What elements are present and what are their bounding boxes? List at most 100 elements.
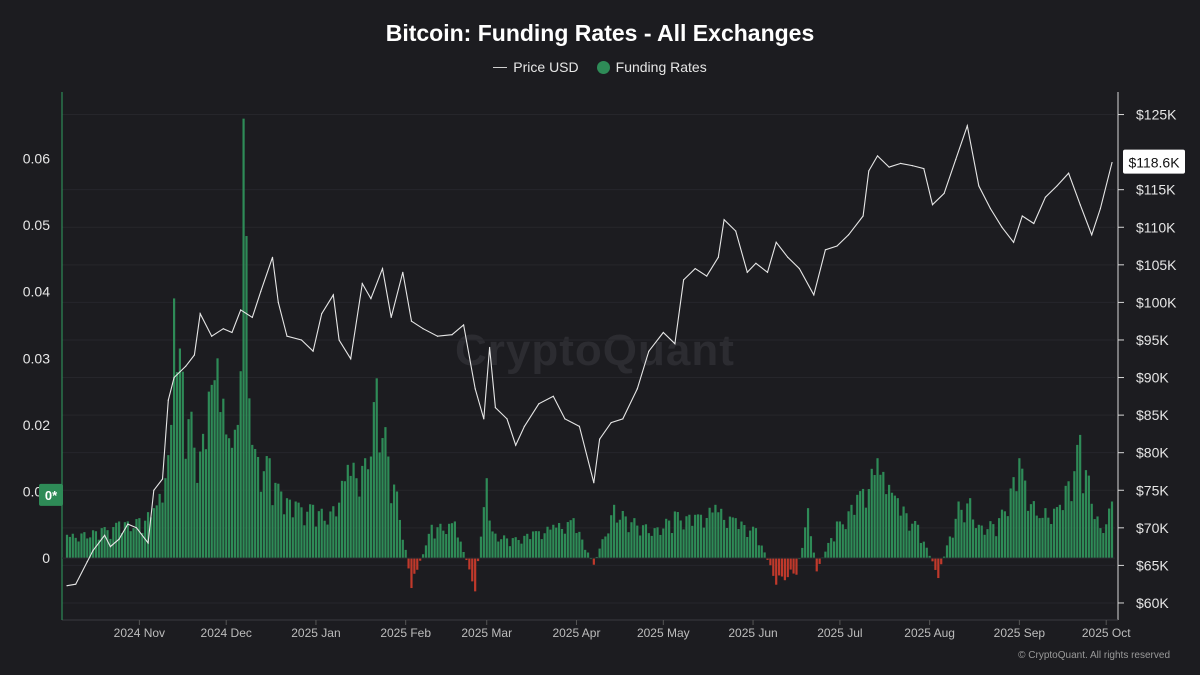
funding-rate-bar [971, 519, 975, 559]
funding-rate-bar [100, 528, 103, 559]
funding-rate-bar [1026, 510, 1030, 559]
funding-rate-bar [416, 558, 419, 570]
funding-rate-bar [230, 447, 234, 559]
price-point [662, 331, 664, 334]
x-tick-label: 2025 Mar [461, 626, 512, 640]
funding-rate-bar [728, 516, 731, 559]
funding-rate-bar [306, 511, 309, 559]
funding-rate-bar [170, 424, 173, 559]
price-point [167, 399, 169, 401]
funding-rate-bar [763, 552, 766, 559]
price-point [1033, 222, 1035, 225]
funding-rate-bar [928, 555, 931, 559]
funding-rate-bar [1070, 501, 1073, 559]
funding-rate-bar [488, 520, 491, 559]
price-point [260, 290, 262, 292]
price-point [1091, 234, 1093, 236]
funding-rate-bar [630, 522, 633, 559]
funding-rate-bar [201, 433, 205, 559]
funding-rate-bar [228, 438, 231, 559]
right-tick-label: $105K [1136, 257, 1177, 273]
funding-rate-bar [526, 533, 529, 559]
price-point [622, 418, 624, 420]
right-tick-label: $110K [1136, 219, 1176, 235]
funding-rate-bar [647, 533, 650, 559]
legend-item-funding[interactable]: Funding Rates [596, 59, 707, 75]
price-point [1044, 196, 1047, 198]
funding-rate-bar [361, 465, 364, 559]
right-tick-label: $85K [1136, 407, 1169, 423]
funding-rate-bar [65, 534, 69, 559]
funding-rate-bar [277, 483, 280, 559]
funding-rate-bar [167, 455, 170, 559]
price-point [862, 215, 864, 217]
funding-rate-bar [1076, 444, 1079, 559]
funding-rate-bar [1038, 518, 1041, 559]
funding-rate-bar [126, 521, 129, 559]
funding-rate-bar [511, 538, 514, 559]
funding-rate-bar [468, 558, 471, 570]
price-point [104, 534, 106, 536]
funding-rate-bar [196, 482, 199, 559]
funding-rate-bar [613, 504, 616, 559]
funding-rate-bar [94, 531, 98, 559]
funding-rate-bar [636, 525, 639, 559]
funding-rate-bar [1110, 501, 1114, 559]
price-point [876, 155, 879, 157]
funding-rate-bar [141, 532, 144, 559]
funding-rate-bar [1108, 508, 1111, 559]
funding-rate-bar [1012, 477, 1015, 559]
funding-rate-bar [540, 539, 543, 559]
funding-rate-bar [398, 519, 401, 559]
funding-rate-bar [604, 536, 607, 559]
price-point [1067, 172, 1070, 174]
funding-rate-bar [833, 541, 836, 559]
funding-rate-bar [931, 558, 934, 562]
funding-rate-bar [835, 521, 839, 559]
funding-rate-bar [326, 524, 329, 559]
funding-rate-bar [598, 548, 601, 559]
funding-rate-bar [578, 531, 581, 559]
funding-rate-bar [572, 518, 575, 559]
price-point [578, 425, 580, 427]
funding-rate-bar [974, 528, 978, 559]
funding-rate-bar [653, 528, 656, 559]
funding-rate-bar [413, 558, 416, 574]
price-point [410, 320, 413, 322]
x-tick-label: 2024 Nov [114, 626, 165, 640]
price-point [300, 339, 303, 341]
x-tick-label: 2025 May [637, 626, 690, 640]
funding-rate-bar [888, 484, 891, 559]
legend-label-funding: Funding Rates [615, 59, 707, 75]
funding-rate-bar [694, 514, 697, 559]
funding-rate-bar [595, 556, 598, 559]
funding-rate-bar [106, 530, 109, 559]
funding-rate-bar [173, 298, 176, 559]
funding-rate-bar [870, 468, 873, 559]
funding-rate-bar [792, 558, 795, 574]
funding-rate-bar [992, 524, 995, 559]
funding-rate-bar [1032, 501, 1035, 559]
funding-rate-bar [531, 531, 535, 559]
legend-item-price[interactable]: Price USD [493, 59, 579, 75]
right-tick-label: $65K [1136, 557, 1169, 573]
funding-rate-bar [601, 539, 604, 559]
copyright-footer: © CryptoQuant. All rights reserved [1018, 650, 1170, 661]
funding-rate-bar [665, 518, 668, 559]
price-point [1099, 207, 1102, 210]
funding-rate-bar [459, 541, 462, 559]
funding-rate-bar [740, 521, 743, 559]
price-point [390, 316, 392, 319]
funding-rate-bar [1035, 515, 1038, 559]
funding-rate-bar [390, 503, 393, 559]
funding-rate-bar [1081, 493, 1085, 559]
price-point [118, 538, 120, 540]
funding-rate-bar [248, 398, 251, 559]
price-point [185, 365, 187, 367]
funding-rate-bar [575, 533, 578, 559]
funding-rate-bar [1044, 508, 1047, 559]
funding-rate-bar [786, 558, 789, 578]
funding-rate-bar [682, 529, 685, 559]
funding-rate-bar [844, 529, 847, 559]
